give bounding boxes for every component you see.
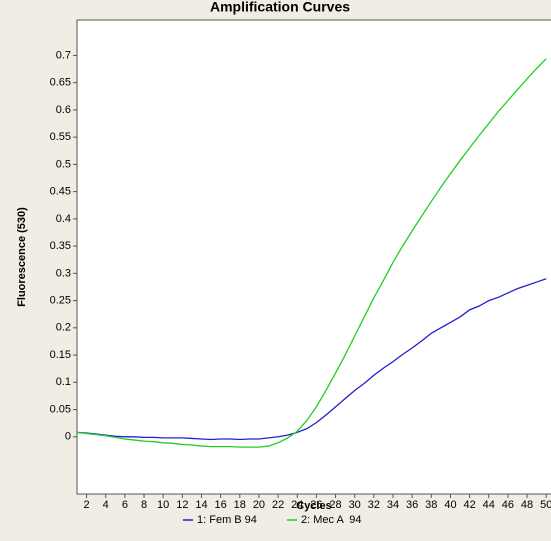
x-tick-label: 20 [253, 499, 265, 511]
series-line [76, 58, 547, 448]
chart-title: Amplification Curves [210, 0, 350, 15]
y-tick-label: 0.2 [56, 322, 71, 334]
y-tick-label: 0.35 [50, 240, 71, 252]
x-tick-label: 6 [122, 499, 128, 511]
series-line [76, 278, 547, 441]
x-tick-label: 42 [463, 499, 475, 511]
y-tick-label: 0.7 [56, 49, 71, 61]
x-tick-label: 44 [483, 499, 495, 511]
y-tick-label: 0.3 [56, 267, 71, 279]
legend-label: 2: Mec A 94 [301, 514, 362, 526]
x-tick-label: 28 [329, 499, 341, 511]
y-axis-label: Fluorescence (530) [16, 207, 28, 307]
x-tick-label: 50 [540, 499, 551, 511]
y-tick-label: 0.15 [50, 349, 71, 361]
x-tick-label: 26 [310, 499, 322, 511]
x-tick-label: 34 [387, 499, 399, 511]
legend-label: 1: Fem B 94 [197, 514, 257, 526]
x-tick-label: 2 [84, 499, 90, 511]
x-tick-label: 40 [444, 499, 456, 511]
x-tick-label: 32 [368, 499, 380, 511]
plot-area [76, 19, 551, 495]
y-tick-label: 0.65 [50, 77, 71, 89]
y-tick-label: 0 [65, 431, 71, 443]
x-tick-label: 22 [272, 499, 284, 511]
x-tick-label: 24 [291, 499, 303, 511]
x-tick-label: 18 [234, 499, 246, 511]
y-tick-label: 0.25 [50, 294, 71, 306]
y-tick-label: 0.05 [50, 403, 71, 415]
y-tick-label: 0.45 [50, 186, 71, 198]
x-axis-label: Cycles [296, 500, 331, 512]
x-tick-label: 30 [349, 499, 361, 511]
x-tick-label: 12 [176, 499, 188, 511]
x-tick-label: 8 [141, 499, 147, 511]
x-tick-label: 14 [195, 499, 207, 511]
y-tick-label: 0.6 [56, 104, 71, 116]
x-tick-label: 16 [215, 499, 227, 511]
x-tick-label: 10 [157, 499, 169, 511]
x-tick-label: 36 [406, 499, 418, 511]
y-tick-label: 0.4 [56, 213, 71, 225]
x-tick-label: 48 [521, 499, 533, 511]
x-tick-label: 38 [425, 499, 437, 511]
y-tick-label: 0.55 [50, 131, 71, 143]
y-tick-label: 0.5 [56, 158, 71, 170]
x-tick-label: 4 [103, 499, 109, 511]
x-tick-label: 46 [502, 499, 514, 511]
y-tick-label: 0.1 [56, 376, 71, 388]
